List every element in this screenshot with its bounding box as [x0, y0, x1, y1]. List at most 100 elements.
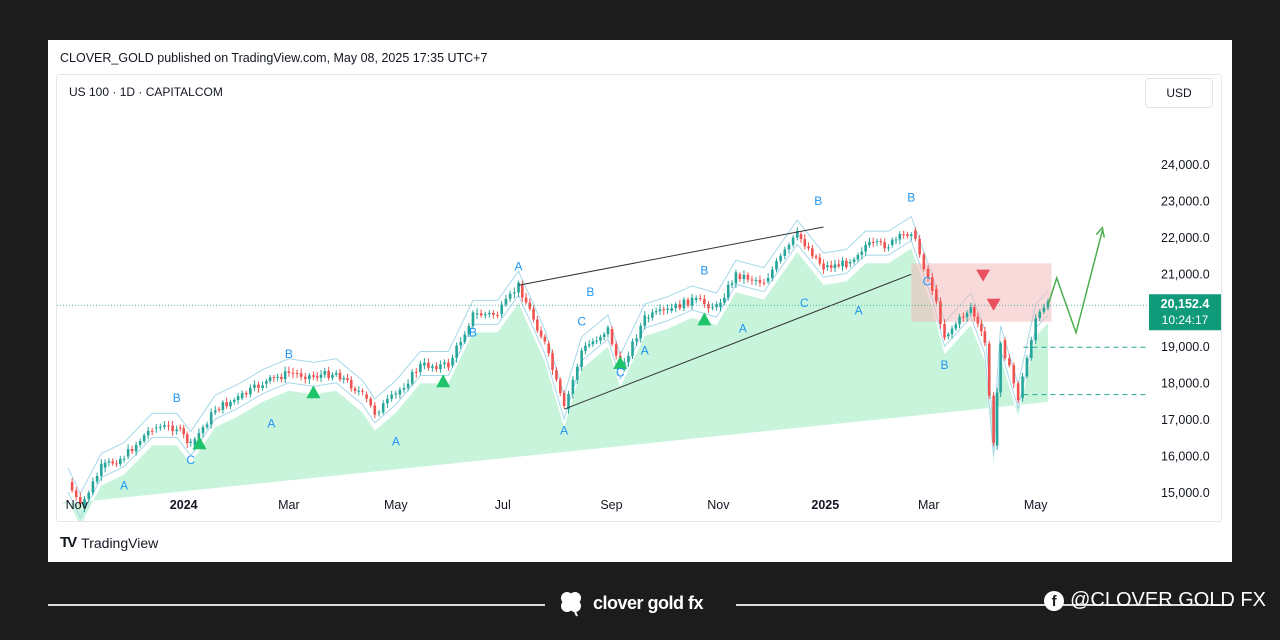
buy-signal-icon [697, 312, 712, 326]
candle-body [803, 239, 807, 247]
candle-body [331, 374, 334, 378]
price-tag-countdown: 10:24:17 [1162, 313, 1209, 327]
candle-body [253, 384, 256, 388]
y-tick-label: 17,000.0 [1161, 413, 1210, 427]
candle-body [614, 344, 618, 356]
candle-body [496, 314, 499, 316]
candle-body [547, 343, 550, 354]
candle-body [1012, 365, 1016, 384]
symbol-legend[interactable]: US 100 · 1D · CAPITALCOM [69, 85, 223, 99]
candle-body [969, 307, 973, 313]
candle-body [715, 304, 718, 308]
candle-body [837, 264, 841, 267]
tradingview-label: TradingView [81, 534, 159, 551]
buy-signal-icon [613, 356, 628, 370]
candle-body [845, 260, 848, 268]
x-tick-label: Jul [495, 498, 511, 512]
candle-body [122, 458, 126, 460]
candle-body [909, 234, 913, 237]
candle-body [178, 427, 182, 429]
candle-body [939, 301, 942, 324]
candle-body [315, 376, 319, 378]
candle-body [1016, 383, 1020, 401]
candle-body [906, 234, 909, 237]
candle-body [635, 338, 638, 342]
wave-label: C [800, 296, 809, 310]
candle-body [698, 298, 702, 300]
candle-body [357, 390, 361, 392]
candle-body [992, 395, 995, 444]
candle-body [159, 427, 162, 429]
candle-body [394, 393, 398, 395]
candle-body [126, 449, 130, 457]
price-chart[interactable]: B A C B A A B A B C C A B A C B A C B B A 15,000.0 16,000.0 17… [57, 75, 1221, 521]
wave-label: A [120, 478, 128, 492]
x-tick-label: Mar [278, 498, 300, 512]
wave-label: C [616, 365, 625, 379]
y-tick-label: 16,000.0 [1161, 450, 1210, 464]
candle-body [726, 284, 730, 298]
candle-body [182, 428, 186, 435]
candle-body [291, 372, 295, 374]
candle-body [467, 326, 471, 335]
buy-signal-icon [306, 385, 321, 399]
candle-body [662, 309, 666, 311]
candle-body [261, 385, 264, 389]
candle-body [1042, 307, 1046, 312]
currency-selector[interactable]: USD [1145, 78, 1213, 108]
candle-body [599, 337, 602, 341]
candle-body [875, 241, 879, 243]
y-tick-label: 19,000.0 [1161, 340, 1210, 354]
candle-body [575, 366, 579, 380]
footer-divider-right [736, 604, 1232, 606]
candle-body [647, 317, 650, 319]
candle-body [1008, 358, 1011, 366]
x-tick-label: Mar [918, 498, 940, 512]
candle-body [303, 376, 307, 380]
candle-body [890, 239, 894, 246]
candle-body [571, 379, 575, 394]
candle-body [674, 304, 678, 309]
candle-body [799, 234, 803, 240]
candle-body [338, 372, 342, 380]
x-tick-label: Nov [707, 498, 730, 512]
candle-body [651, 312, 654, 318]
tradingview-logo-icon: TV [60, 534, 77, 551]
candle-body [346, 378, 349, 380]
tradingview-brand[interactable]: TV TradingView [60, 534, 158, 551]
candle-body [95, 475, 99, 482]
candle-body [864, 244, 867, 252]
candle-body [134, 444, 138, 452]
candle-body [868, 241, 871, 246]
candle-body [244, 392, 248, 395]
wave-label: B [814, 194, 822, 208]
candle-body [902, 233, 905, 235]
projection-arrow [1047, 230, 1104, 336]
candle-body [734, 272, 738, 284]
candle-body [130, 449, 134, 452]
candle-body [185, 434, 189, 443]
candle-body [690, 297, 694, 306]
candle-body [694, 298, 698, 300]
candle-body [361, 390, 364, 392]
candle-body [742, 274, 746, 279]
candle-body [521, 285, 524, 298]
candle-body [536, 319, 539, 331]
chart-panel[interactable]: US 100 · 1D · CAPITALCOM USD B A C B A A B A B C C… [56, 74, 1222, 522]
candle-body [848, 262, 852, 264]
candle-body [852, 259, 856, 263]
candle-body [926, 268, 930, 278]
candle-body [567, 393, 570, 410]
candle-body [871, 241, 875, 243]
y-tick-label: 15,000.0 [1161, 486, 1210, 500]
wave-label: B [586, 285, 594, 299]
candle-body [365, 394, 368, 399]
candle-body [670, 308, 673, 311]
wave-label: B [173, 391, 181, 405]
candle-body [483, 314, 487, 316]
x-tick-label: Sep [600, 498, 622, 512]
candle-body [822, 263, 825, 270]
candle-body [240, 392, 244, 399]
candle-body [517, 282, 520, 293]
candle-body [814, 256, 818, 258]
